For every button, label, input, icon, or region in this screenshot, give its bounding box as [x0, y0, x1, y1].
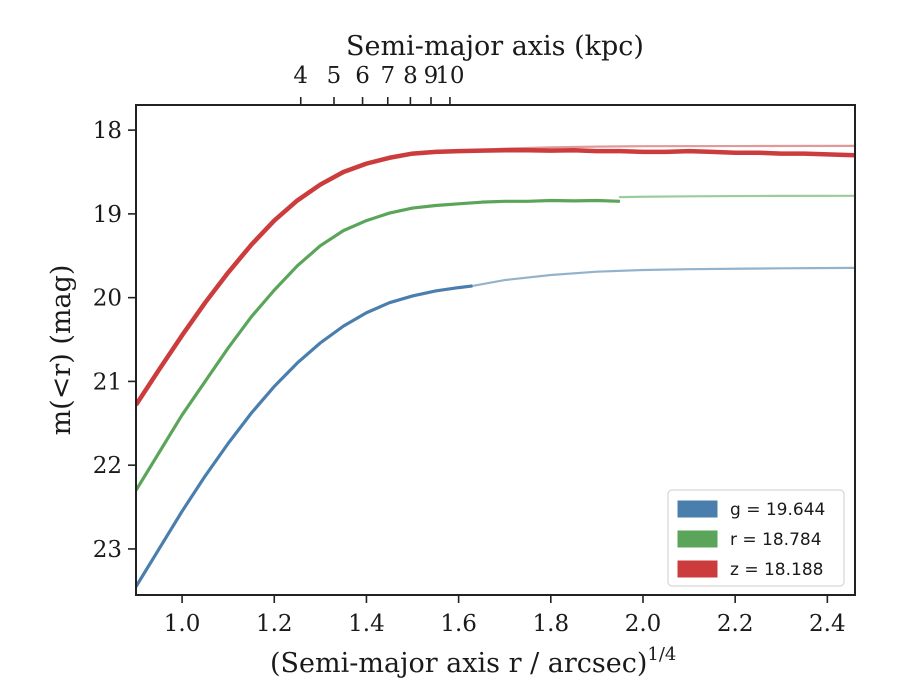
x-tick-label: 1.2: [256, 611, 293, 637]
x-tick-label: 1.4: [348, 611, 385, 637]
y-tick-label: 21: [93, 369, 122, 395]
series-line-g: [136, 284, 473, 588]
y-tick-label: 19: [93, 202, 122, 228]
top-x-tick-label: 4: [293, 63, 308, 89]
model-line-g: [471, 266, 855, 288]
legend: g = 19.644 r = 18.784 z = 18.188: [667, 489, 845, 587]
model-line-r: [618, 194, 855, 199]
series-line-z: [136, 147, 855, 407]
top-x-tick-label: 8: [403, 63, 418, 89]
legend-swatch-g: [677, 500, 718, 518]
x-tick-label: 2.0: [625, 611, 662, 637]
y-tick-label: 20: [93, 286, 122, 312]
top-x-tick-label: 10: [435, 63, 464, 89]
legend-label-r: r = 18.784: [730, 530, 822, 550]
top-x-tick-label: 5: [327, 63, 342, 89]
y-axis-title: m(<r) (mag): [46, 265, 77, 436]
y-tick-label: 22: [93, 453, 122, 479]
y-tick-label: 18: [93, 118, 122, 144]
plot-frame: [135, 104, 856, 596]
x-tick-label: 1.6: [440, 611, 477, 637]
series-line-r: [136, 198, 620, 492]
legend-swatch-r: [677, 530, 718, 548]
top-x-tick-label: 7: [380, 63, 395, 89]
top-x-tick-label: 9: [424, 63, 439, 89]
y-tick-label: 23: [93, 537, 122, 563]
x-tick-label: 2.4: [809, 611, 846, 637]
x-tick-label: 2.2: [717, 611, 754, 637]
x-axis-title-exponent: 1/4: [647, 644, 676, 665]
x-tick-label: 1.8: [533, 611, 570, 637]
top-x-tick-label: 6: [355, 63, 370, 89]
top-axis-title: Semi-major axis (kpc): [346, 31, 644, 62]
x-axis-title-main: (Semi-major axis r / arcsec): [270, 648, 647, 679]
x-tick-label: 1.0: [164, 611, 201, 637]
legend-swatch-z: [677, 560, 718, 578]
legend-label-z: z = 18.188: [730, 560, 823, 580]
x-axis-title: (Semi-major axis r / arcsec)1/4: [270, 644, 676, 679]
legend-label-g: g = 19.644: [730, 500, 825, 520]
